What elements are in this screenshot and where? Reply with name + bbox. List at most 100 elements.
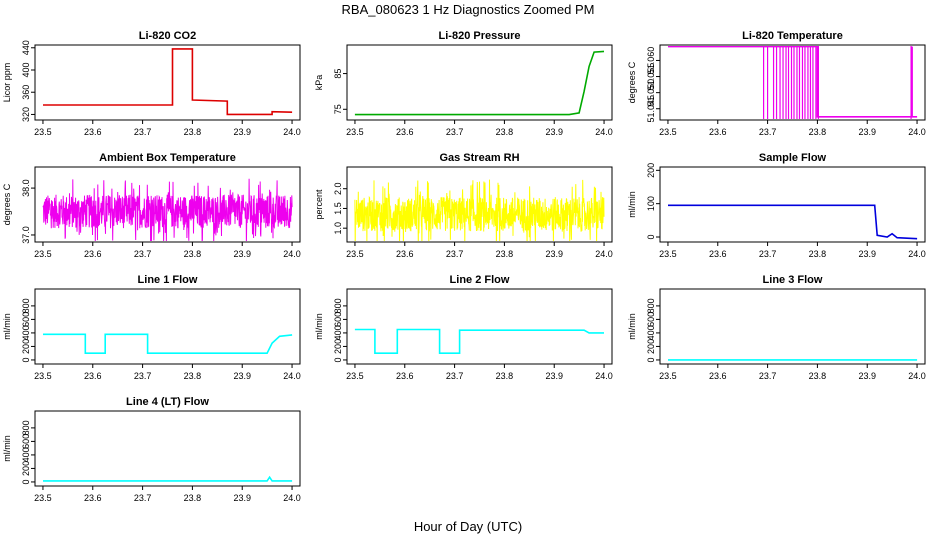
x-tick-label: 24.0 — [283, 249, 301, 259]
x-tick-label: 23.7 — [446, 249, 464, 259]
plot-frame — [346, 288, 613, 365]
x-tick-label: 24.0 — [908, 371, 926, 381]
x-tick-label: 23.9 — [545, 249, 563, 259]
x-tick-label: 23.8 — [809, 249, 827, 259]
x-tick-label: 23.7 — [134, 371, 152, 381]
x-tick-label: 23.7 — [759, 371, 777, 381]
panel-title: Line 4 (LT) Flow — [126, 396, 209, 408]
x-tick-label: 23.7 — [134, 249, 152, 259]
x-tick-label: 23.6 — [84, 371, 102, 381]
panel-title: Li-820 Temperature — [742, 30, 843, 42]
y-axis-label: kPa — [314, 75, 324, 91]
y-tick-label: 200 — [21, 339, 31, 354]
x-tick-label: 23.5 — [659, 371, 677, 381]
x-tick-label: 23.9 — [233, 371, 251, 381]
plot-frame — [34, 44, 301, 121]
panel-6: Line 1 Flow 23.5 23.6 23.7 23.8 23.9 24.0 0 2004… — [2, 274, 301, 381]
panel-7: Line 2 Flow 23.5 23.6 23.7 23.8 23.9 24.0 0 2004… — [314, 274, 613, 381]
y-tick-label: 0 — [21, 357, 31, 362]
series-line — [668, 204, 918, 240]
y-tick-label: 0 — [21, 479, 31, 484]
y-tick-label: 400 — [333, 325, 343, 340]
y-tick-label: 1.5 — [333, 202, 343, 215]
x-tick-label: 23.8 — [496, 249, 514, 259]
plot-frame — [659, 44, 926, 121]
series-line — [42, 178, 293, 241]
y-tick-label: 600 — [21, 434, 31, 449]
x-tick-label: 23.5 — [346, 371, 364, 381]
x-tick-label: 23.7 — [134, 493, 152, 503]
y-tick-label: 85 — [333, 69, 343, 79]
y-tick-label: 400 — [21, 325, 31, 340]
y-tick-label: 400 — [21, 62, 31, 77]
data-layer — [668, 46, 918, 119]
x-tick-label: 23.5 — [346, 249, 364, 259]
plot-frame — [346, 166, 613, 243]
data-layer — [354, 179, 605, 241]
x-tick-label: 23.5 — [34, 493, 52, 503]
x-tick-label: 23.6 — [709, 249, 727, 259]
data-layer — [668, 204, 918, 240]
plot-frame — [34, 166, 301, 243]
y-tick-label: 51.055 — [646, 63, 656, 91]
y-tick-label: 440 — [21, 40, 31, 55]
panel-title: Line 2 Flow — [450, 274, 510, 286]
series-line — [354, 328, 604, 354]
x-tick-label: 23.7 — [446, 127, 464, 137]
y-axis-label: percent — [314, 189, 324, 220]
series-line — [354, 50, 605, 116]
series-line — [43, 333, 293, 354]
x-tick-label: 23.8 — [496, 371, 514, 381]
x-tick-label: 23.7 — [134, 127, 152, 137]
panel-title: Line 1 Flow — [138, 274, 198, 286]
x-tick-label: 23.6 — [396, 249, 414, 259]
x-tick-label: 23.8 — [496, 127, 514, 137]
y-tick-label: 800 — [21, 298, 31, 313]
y-axis-label: ml/min — [627, 313, 637, 340]
x-tick-label: 24.0 — [908, 249, 926, 259]
x-tick-label: 23.8 — [184, 127, 202, 137]
x-tick-label: 23.8 — [184, 371, 202, 381]
y-axis-label: ml/min — [627, 191, 637, 218]
data-layer — [354, 50, 605, 116]
x-tick-label: 23.8 — [809, 127, 827, 137]
y-axis-label: Licor ppm — [2, 63, 12, 103]
x-tick-label: 23.8 — [184, 493, 202, 503]
x-tick-label: 23.5 — [34, 249, 52, 259]
y-axis-label: degrees C — [627, 61, 637, 103]
plot-frame — [346, 44, 613, 121]
x-tick-label: 24.0 — [283, 493, 301, 503]
y-tick-label: 200 — [646, 339, 656, 354]
x-tick-label: 23.6 — [709, 127, 727, 137]
x-tick-label: 23.5 — [34, 127, 52, 137]
plot-frame — [34, 410, 301, 487]
x-tick-label: 23.6 — [709, 371, 727, 381]
y-tick-label: 100 — [646, 196, 656, 211]
y-tick-label: 800 — [646, 298, 656, 313]
y-axis-label: degrees C — [2, 183, 12, 225]
x-tick-label: 24.0 — [283, 371, 301, 381]
panel-title: Li-820 Pressure — [439, 30, 521, 42]
x-tick-label: 23.9 — [858, 127, 876, 137]
x-tick-label: 23.9 — [858, 249, 876, 259]
data-layer — [43, 333, 293, 354]
y-tick-label: 200 — [21, 461, 31, 476]
y-axis-label: ml/min — [2, 313, 12, 340]
x-tick-label: 23.7 — [759, 249, 777, 259]
x-tick-label: 23.6 — [84, 249, 102, 259]
panel-title: Ambient Box Temperature — [99, 152, 236, 164]
y-tick-label: 400 — [646, 325, 656, 340]
series-line — [354, 179, 605, 241]
plot-frame — [659, 166, 926, 243]
y-tick-label: 200 — [646, 163, 656, 178]
panel-title: Gas Stream RH — [439, 152, 519, 164]
x-tick-label: 24.0 — [908, 127, 926, 137]
y-tick-label: 0 — [646, 357, 656, 362]
y-axis-label: ml/min — [2, 435, 12, 462]
y-tick-label: 38.0 — [21, 179, 31, 197]
x-tick-label: 23.6 — [84, 127, 102, 137]
y-tick-label: 0 — [333, 357, 343, 362]
x-tick-label: 23.6 — [396, 127, 414, 137]
y-tick-label: 600 — [21, 312, 31, 327]
y-tick-label: 800 — [333, 298, 343, 313]
